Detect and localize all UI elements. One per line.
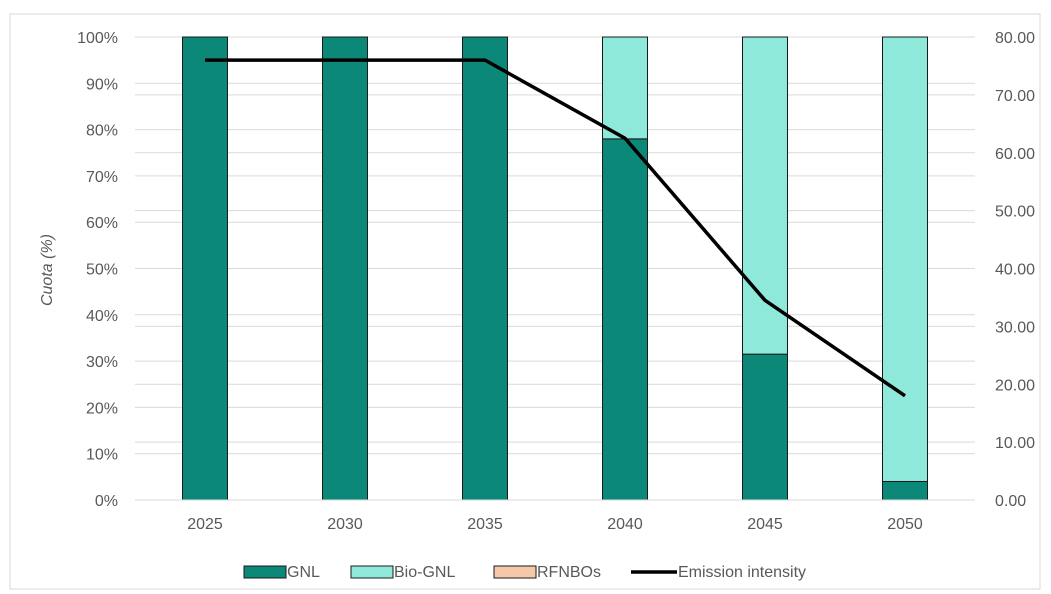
y-axis-label: Cuota (%) xyxy=(39,234,56,306)
y-tick-label-left: 40% xyxy=(86,308,118,325)
y-tick-label-right: 70.00 xyxy=(995,88,1035,105)
y-tick-label-left: 0% xyxy=(95,493,118,510)
legend-label-bio-gnl: Bio-GNL xyxy=(394,564,455,581)
bar-bio-gnl-2050 xyxy=(882,36,928,482)
bar-gnl-2025 xyxy=(182,36,228,501)
x-tick-label: 2040 xyxy=(607,516,643,533)
y-tick-label-left: 60% xyxy=(86,215,118,232)
y-tick-label-left: 90% xyxy=(86,76,118,93)
y-tick-label-left: 20% xyxy=(86,400,118,417)
y-tick-label-left: 30% xyxy=(86,354,118,371)
y-tick-label-right: 80.00 xyxy=(995,30,1035,47)
x-tick-label: 2045 xyxy=(747,516,783,533)
bar-gnl-2050 xyxy=(882,480,928,501)
bar-gnl-2040 xyxy=(602,138,648,501)
x-tick-label: 2030 xyxy=(327,516,363,533)
bar-gnl-2035 xyxy=(462,36,508,501)
legend-swatch-rfnbos xyxy=(493,565,537,579)
bar-bio-gnl-2045 xyxy=(742,36,788,355)
legend-label-emission-intensity: Emission intensity xyxy=(678,564,806,581)
y-tick-label-left: 100% xyxy=(77,30,118,47)
y-tick-label-left: 80% xyxy=(86,123,118,140)
bar-bio-gnl-2040 xyxy=(602,36,648,140)
x-tick-label: 2035 xyxy=(467,516,503,533)
bar-gnl-2045 xyxy=(742,353,788,501)
y-tick-label-right: 50.00 xyxy=(995,204,1035,221)
legend-swatch-bio-gnl xyxy=(350,565,394,579)
y-tick-label-left: 10% xyxy=(86,447,118,464)
y-tick-label-right: 60.00 xyxy=(995,146,1035,163)
legend-swatch-gnl xyxy=(243,565,287,579)
chart-border xyxy=(9,13,1041,590)
y-tick-label-right: 40.00 xyxy=(995,262,1035,279)
y-tick-label-right: 20.00 xyxy=(995,377,1035,394)
x-tick-label: 2050 xyxy=(887,516,923,533)
y-tick-label-right: 0.00 xyxy=(995,493,1026,510)
legend-label-gnl: GNL xyxy=(287,564,320,581)
y-tick-label-left: 70% xyxy=(86,169,118,186)
legend-label-rfnbos: RFNBOs xyxy=(537,564,601,581)
x-tick-label: 2025 xyxy=(187,516,223,533)
y-tick-label-right: 30.00 xyxy=(995,319,1035,336)
y-tick-label-right: 10.00 xyxy=(995,435,1035,452)
y-tick-label-left: 50% xyxy=(86,262,118,279)
bar-gnl-2030 xyxy=(322,36,368,501)
emission-intensity-line xyxy=(205,58,906,398)
